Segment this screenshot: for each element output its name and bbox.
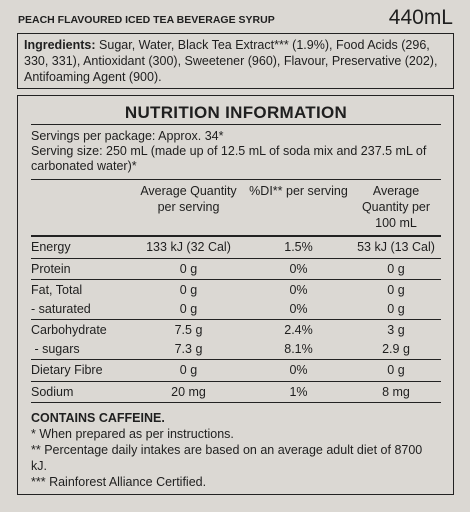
nutrient-value: 0% [246, 258, 351, 280]
nutrition-inner: NUTRITION INFORMATION Servings per packa… [31, 96, 441, 490]
nutrient-value: 0 g [131, 258, 246, 280]
nutrient-value: 0 g [351, 258, 441, 280]
nutrient-name: Dietary Fibre [31, 359, 131, 382]
header-row: Average Quantity per serving %DI** per se… [31, 180, 441, 237]
nutrition-panel: NUTRITION INFORMATION Servings per packa… [17, 95, 454, 495]
volume: 440mL [388, 6, 453, 29]
nutrient-value: 0% [246, 359, 351, 382]
nutrient-name: Fat, Total [31, 283, 83, 297]
servings-per-package: Servings per package: Approx. 34* [31, 129, 224, 143]
table-body: Energy 133 kJ (32 Cal) 1.5% 53 kJ (13 Cal) P… [31, 236, 441, 403]
nutrient-value: 53 kJ (13 Cal) [351, 236, 441, 259]
nutrient-value: 0 g [351, 359, 441, 382]
nutrient-value: 0 g [131, 359, 246, 382]
nutrient-value: 133 kJ (32 Cal) [131, 236, 246, 259]
nutrient-row: Energy 133 kJ (32 Cal) 1.5% 53 kJ (13 Cal) [31, 236, 441, 259]
ingredients-box: Ingredients: Sugar, Water, Black Tea Ext… [17, 33, 454, 89]
footnote: *** Rainforest Alliance Certified. [31, 475, 207, 489]
nutrient-value: 0 g [179, 283, 198, 297]
nutrient-value: 1.5% [246, 236, 351, 259]
nutrient-value: 0% [289, 283, 308, 297]
nutrient-name: - sugars [31, 339, 131, 360]
nutrient-value: 2.4% [284, 323, 313, 337]
nutrient-row: Fat, Total 0 g 0% 0 g [31, 280, 441, 300]
nutrient-value: 7.3 g [131, 339, 246, 360]
ingredients-label: Ingredients: [24, 38, 96, 52]
nutrient-name: Sodium [31, 381, 131, 403]
nutrition-title: NUTRITION INFORMATION [31, 96, 441, 125]
nutrient-name: Energy [31, 236, 131, 259]
nutrient-value: 0% [246, 299, 351, 320]
footnote: ** Percentage daily intakes are based on… [31, 443, 423, 473]
column-header: Average Quantity per 100 mL [351, 180, 441, 237]
nutrient-value: 3 g [387, 323, 405, 337]
serving-size: Serving size: 250 mL (made up of 12.5 mL… [31, 144, 427, 173]
footnote: * When prepared as per instructions. [31, 427, 234, 441]
nutrient-name: Carbohydrate [31, 323, 107, 337]
column-header: Average Quantity per serving [131, 180, 246, 237]
nutrient-value: 20 mg [131, 381, 246, 403]
nutrient-row: Carbohydrate 7.5 g 2.4% 3 g [31, 320, 441, 340]
nutrient-row: Protein 0 g 0% 0 g [31, 258, 441, 280]
nutrient-value: 8.1% [246, 339, 351, 360]
nutrient-name: Protein [31, 258, 131, 280]
notes: CONTAINS CAFFEINE. * When prepared as pe… [31, 403, 441, 490]
nutrient-value: 8 mg [351, 381, 441, 403]
nutrient-row: Dietary Fibre 0 g 0% 0 g [31, 359, 441, 382]
nutrient-value: 0 g [387, 283, 405, 297]
column-header: %DI** per serving [246, 180, 351, 237]
blank-header [31, 180, 131, 237]
nutrient-value: 0 g [131, 299, 246, 320]
servings: Servings per package: Approx. 34* Servin… [31, 125, 441, 180]
nutrient-value: 7.5 g [174, 323, 203, 337]
nutrient-row: - saturated 0 g 0% 0 g [31, 299, 441, 320]
warning: CONTAINS CAFFEINE. [31, 411, 165, 425]
nutrient-row: - sugars 7.3 g 8.1% 2.9 g [31, 339, 441, 360]
product-name: PEACH FLAVOURED ICED TEA BEVERAGE SYRUP [18, 14, 275, 26]
nutrient-value: 1% [246, 381, 351, 403]
nutrient-value: 0 g [351, 299, 441, 320]
nutrient-row: Sodium 20 mg 1% 8 mg [31, 381, 441, 403]
nutrient-name: - saturated [31, 299, 131, 320]
ingredients-text: Sugar, Water, Black Tea Extract*** (1.9%… [24, 38, 438, 84]
nutrient-value: 2.9 g [351, 339, 441, 360]
nutrition-table: Average Quantity per serving %DI** per se… [31, 180, 441, 403]
